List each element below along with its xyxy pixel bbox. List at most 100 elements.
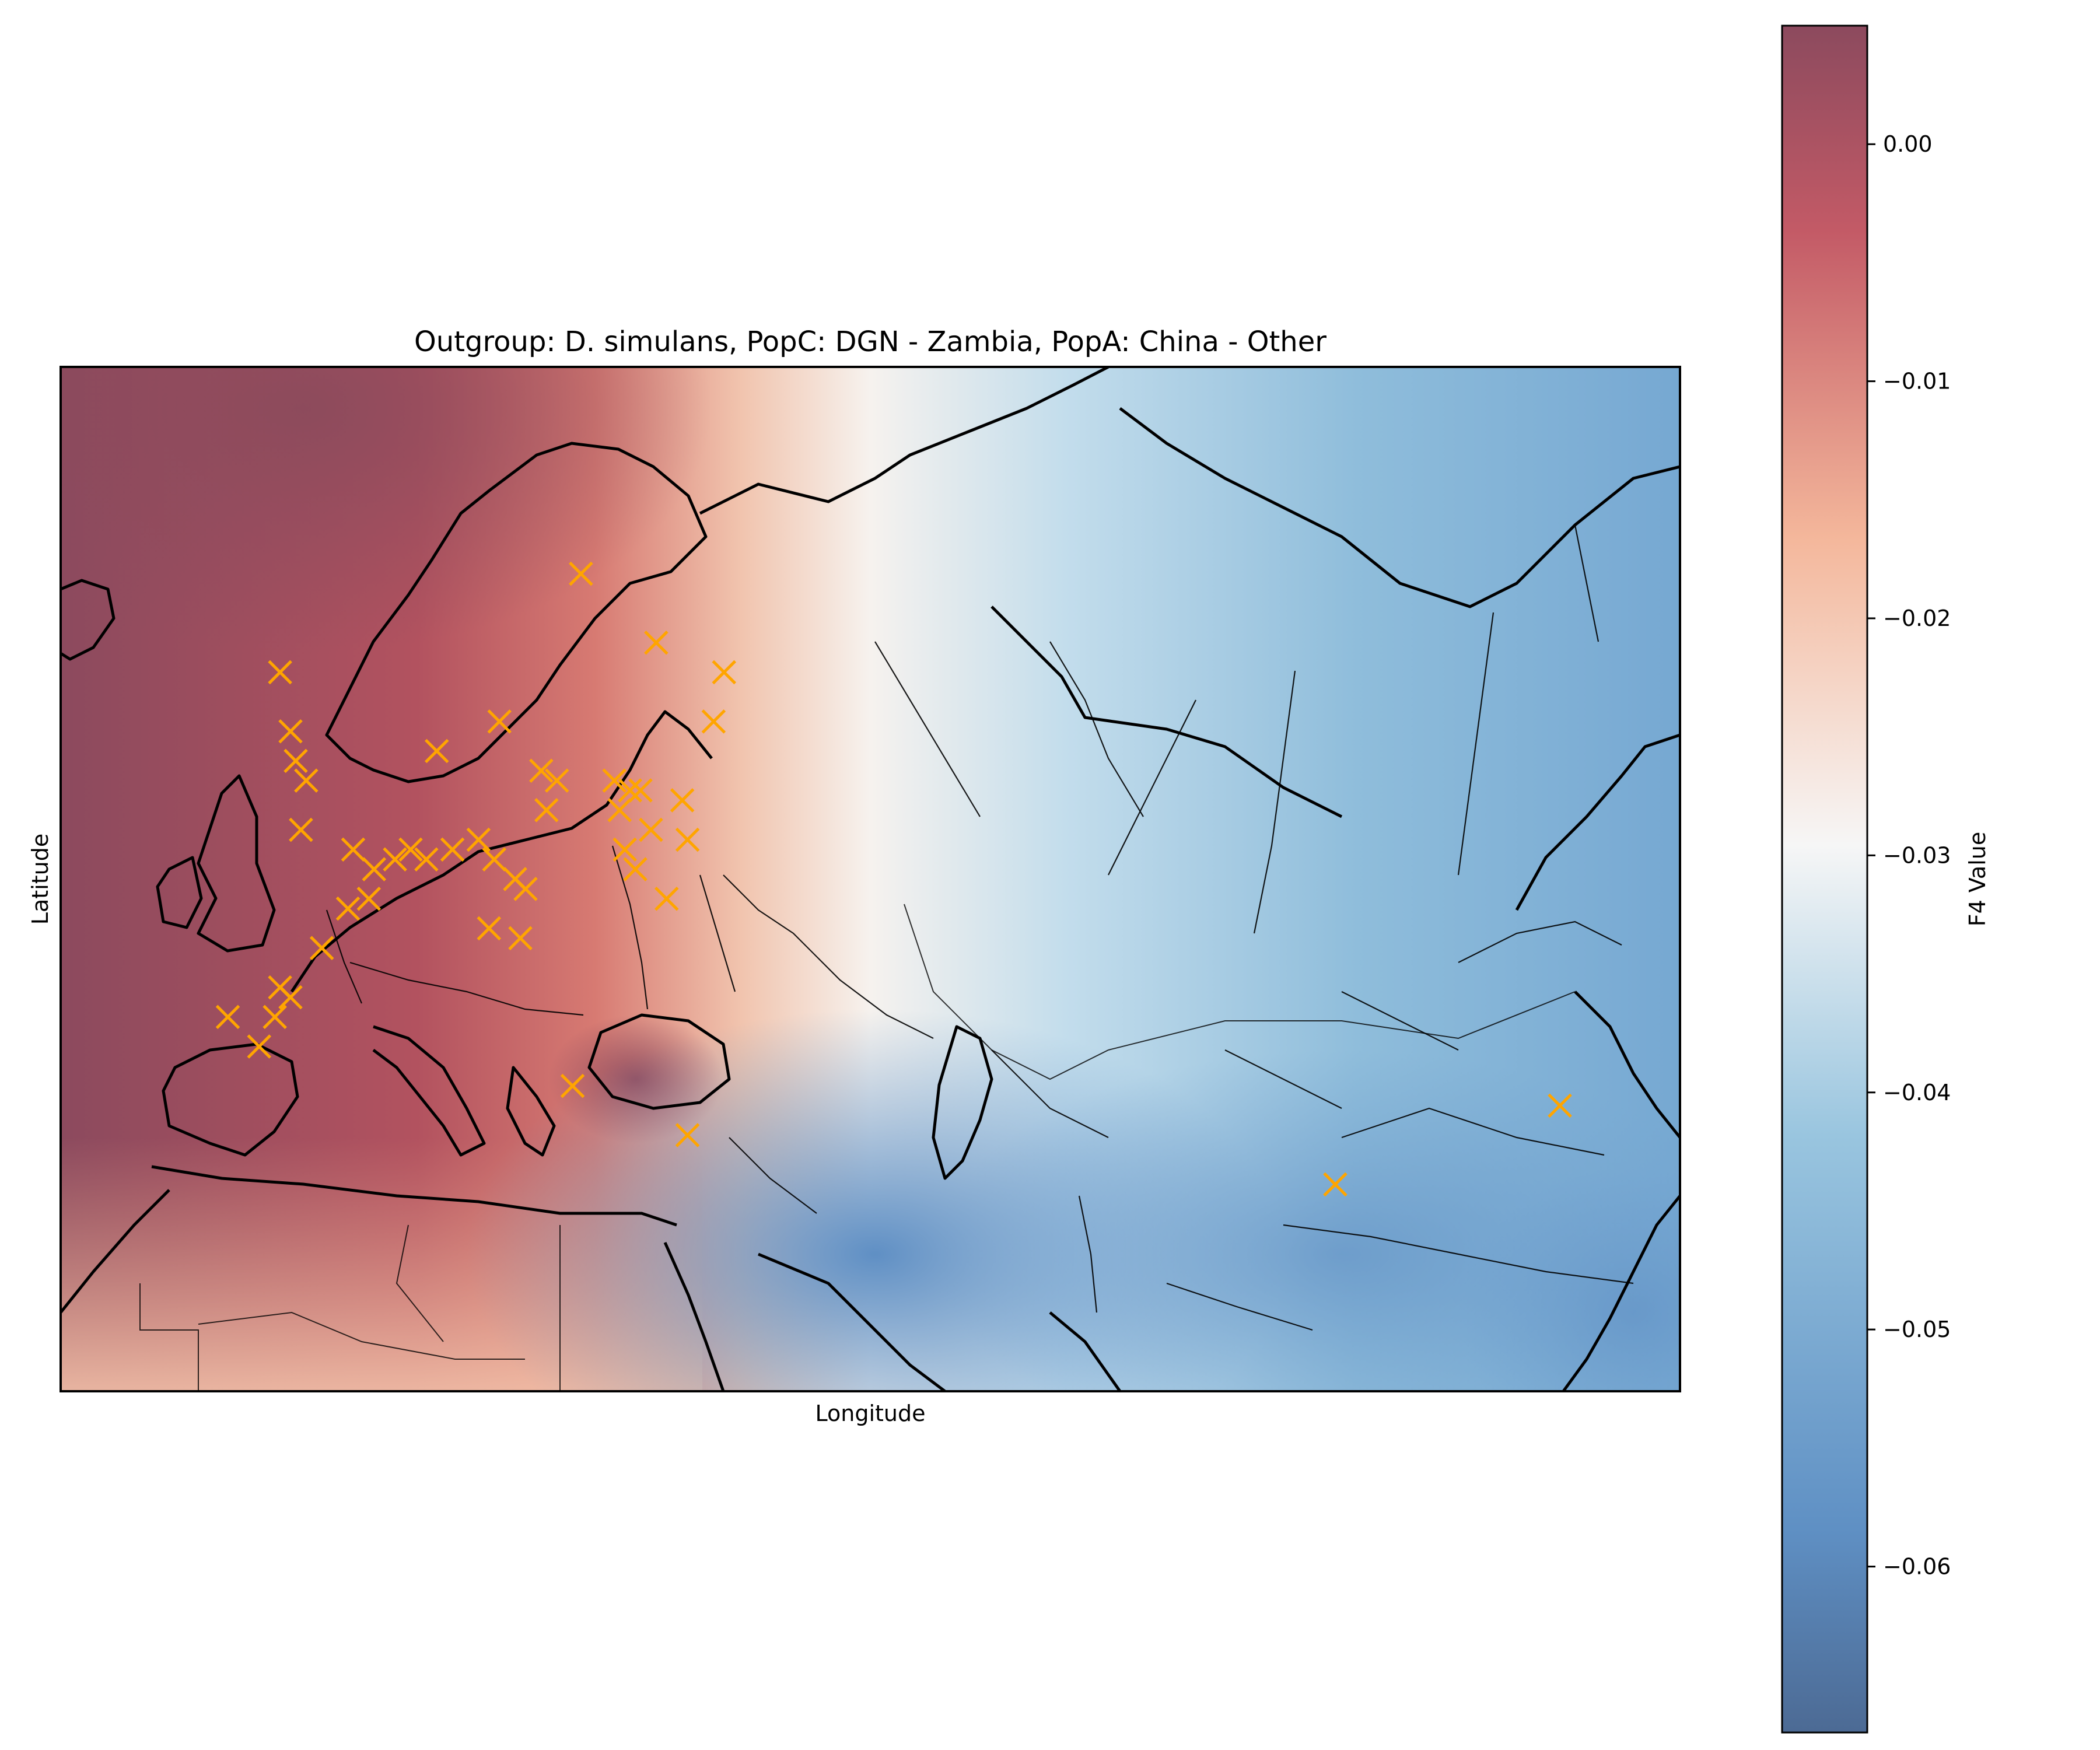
river-don [699, 874, 736, 992]
sample-marker-33 [508, 926, 533, 951]
sample-marker-16 [612, 837, 637, 862]
iceland-coast [61, 579, 116, 661]
river-volga [723, 874, 934, 1039]
sample-marker-36 [278, 985, 303, 1010]
colorbar-tick-label-2: −0.02 [1883, 606, 1951, 631]
colorbar-tick-label-4: −0.04 [1883, 1080, 1951, 1105]
mediterranean-coast [151, 1165, 677, 1227]
arctic-coast [699, 367, 1110, 515]
colorbar-gradient [1782, 26, 1867, 1732]
river-siberia-west [874, 641, 981, 817]
red-sea-coast [663, 1241, 725, 1391]
sample-marker-37 [262, 1005, 287, 1030]
sample-marker-8 [602, 768, 626, 793]
india-coast [1049, 1311, 1122, 1391]
north-africa-coast [61, 1189, 170, 1314]
sample-marker-4 [487, 709, 512, 734]
sample-marker-18 [654, 887, 679, 911]
river-syr [991, 1049, 1109, 1138]
sample-marker-41 [284, 748, 308, 774]
colorbar-frame [1781, 24, 1868, 1734]
coastlines [61, 367, 1680, 1391]
sample-marker-13 [534, 798, 559, 822]
heatmap-dark-north [61, 367, 712, 653]
sample-marker-5 [424, 738, 449, 764]
sample-marker-43 [268, 660, 292, 685]
map-frame [60, 366, 1681, 1392]
colorbar-ticks: 0.00 −0.01 −0.02 −0.03 −0.04 −0.05 −0.06 [1867, 131, 1951, 1580]
sample-marker-25 [440, 837, 465, 862]
sample-marker-47 [1548, 1093, 1572, 1118]
sample-marker-3 [701, 709, 726, 734]
sample-marker-19 [289, 817, 313, 842]
river-ob [1108, 699, 1196, 876]
sample-marker-14 [639, 817, 663, 842]
border-central-asia [904, 904, 1109, 1080]
black-sea-coast [587, 1013, 731, 1110]
chart-title: Outgroup: D. simulans, PopC: DGN - Zambi… [414, 326, 1326, 358]
sample-marker-1 [644, 631, 668, 655]
sample-marker-40 [278, 719, 303, 744]
sample-marker-44 [560, 1073, 585, 1098]
sample-marker-46 [1323, 1172, 1348, 1197]
colorbar-tick-label-3: −0.03 [1883, 842, 1951, 868]
sample-marker-30 [356, 887, 382, 911]
river-dnieper [611, 845, 649, 1010]
sample-marker-32 [477, 916, 502, 941]
sample-marker-38 [215, 1005, 240, 1030]
scandinavia-coast [325, 442, 708, 783]
sample-marker-20 [341, 837, 366, 862]
river-rhine [326, 909, 363, 1004]
ireland-coast [156, 856, 203, 929]
colorbar-label: F4 Value [1965, 832, 1990, 926]
colorbar-tick-label-0: 0.00 [1883, 131, 1933, 157]
arabia-coast [758, 1252, 946, 1391]
colorbar-tick-label-1: −0.01 [1883, 369, 1951, 394]
siberia-north-shore [991, 606, 1343, 818]
sample-marker-10 [628, 778, 653, 803]
river-tarim [1224, 1049, 1342, 1109]
colorbar-tick-label-5: −0.05 [1883, 1317, 1951, 1342]
sample-marker-12 [607, 798, 632, 822]
sample-marker-23 [398, 837, 423, 862]
china-coast [1562, 1195, 1680, 1391]
sample-marker-42 [294, 768, 318, 793]
sample-marker-0 [569, 561, 593, 586]
rivers [326, 524, 1634, 1331]
heatmap-blue-far [1458, 1167, 1680, 1391]
sample-marker-39 [247, 1034, 272, 1059]
sample-marker-45 [675, 1123, 700, 1147]
sample-marker-17 [623, 857, 648, 881]
sample-marker-31 [335, 896, 360, 921]
britain-coast [197, 774, 276, 953]
x-axis-label: Longitude [816, 1401, 926, 1426]
river-siberia-central [1049, 641, 1144, 817]
border-libya [396, 1224, 444, 1342]
river-danube [349, 961, 584, 1016]
river-amur [1458, 921, 1622, 963]
colorbar-tick-label-6: −0.06 [1883, 1554, 1951, 1580]
sample-marker-21 [362, 857, 387, 881]
caspian-coast [932, 1025, 993, 1180]
sample-marker-22 [383, 847, 407, 872]
kamchatka-pacific-coast [1515, 733, 1680, 911]
sample-marker-2 [712, 660, 737, 685]
colorbar: 0.00 −0.01 −0.02 −0.03 −0.04 −0.05 −0.06 F4 Va… [1781, 24, 1990, 1734]
river-mongolia [1341, 991, 1459, 1051]
river-indus [1078, 1195, 1098, 1313]
river-yenisei [1253, 670, 1296, 934]
sample-marker-7 [544, 768, 569, 793]
sample-marker-15 [675, 827, 700, 852]
greece-coast [506, 1066, 556, 1157]
europe-mainland-coast [290, 710, 713, 993]
sample-marker-26 [466, 827, 491, 852]
east-asia-coast [1574, 991, 1680, 1139]
river-yangtze [1283, 1224, 1634, 1284]
border-sahara-1 [139, 1283, 199, 1391]
river-kolyma [1574, 524, 1600, 642]
sample-marker-24 [414, 847, 439, 872]
sample-marker-29 [513, 877, 538, 901]
sample-marker-6 [529, 758, 554, 783]
border-china-north [1108, 991, 1576, 1051]
